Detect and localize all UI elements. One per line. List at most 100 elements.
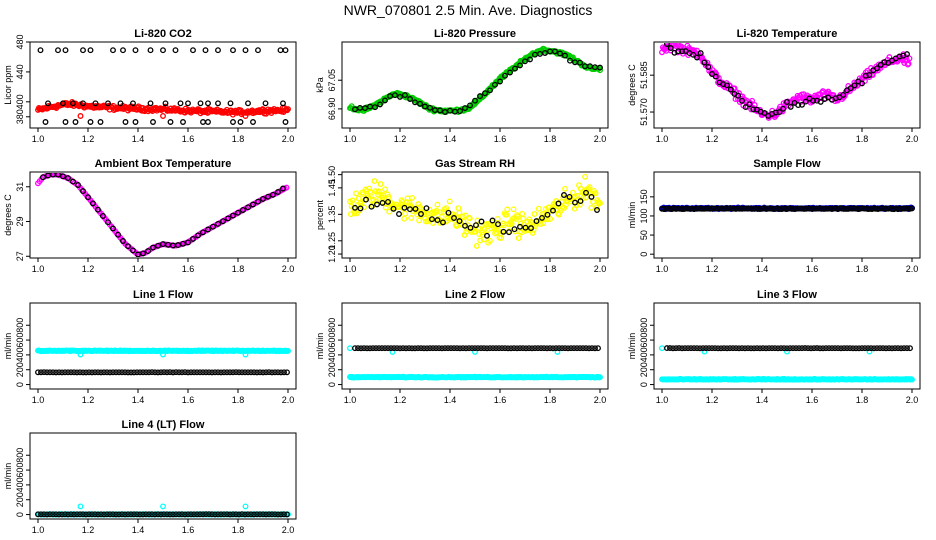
data-point [840,91,847,98]
data-point [586,345,592,352]
data-point [269,369,275,376]
x-tick-label: 1.6 [182,134,195,144]
data-point [901,345,907,352]
data-point [115,231,121,238]
data-point [382,204,389,211]
data-point [47,511,53,518]
y-axis-label: ml/min [627,202,637,229]
data-point [484,232,490,239]
points-sample [659,204,915,213]
data-point [248,369,254,376]
data-point [190,235,196,242]
x-tick-label: 1.6 [806,264,819,274]
y-tick-label: 440 [15,64,25,79]
x-tick-label: 2.0 [594,264,607,274]
x-tick-label: 2.0 [906,264,919,274]
y-tick-label: 51.570 [639,98,649,126]
data-point [197,511,203,518]
data-point [42,119,49,125]
data-point [180,240,186,247]
panel-line1: Line 1 Flow 1.0 1.2 1.4 1.6 1.8 2.0 0 2004006008… [3,289,297,405]
data-point [47,369,53,376]
data-point [520,345,526,352]
data-point [251,511,257,518]
data-point [197,369,203,376]
data-point [829,345,835,352]
data-point [257,511,263,518]
data-point [754,345,760,352]
data-point [853,345,859,352]
data-point [250,201,256,208]
data-point [493,345,499,352]
data-point [185,369,191,376]
x-tick-label: 1.4 [444,395,457,405]
data-point [113,369,119,376]
series-black [664,43,910,119]
data-point [851,82,858,89]
data-point [775,345,781,352]
data-point [766,345,772,352]
y-tick-label: 800 [639,318,649,333]
x-tick-label: 2.0 [906,395,919,405]
data-point [531,211,538,217]
data-point [35,511,41,518]
plot-frame [341,171,609,259]
data-point [422,103,428,110]
data-point [130,247,136,254]
x-tick-label: 1.2 [394,134,407,144]
data-point [38,369,44,376]
data-point [535,205,542,212]
data-point [838,345,844,352]
data-point [664,345,670,352]
data-point [735,92,742,99]
data-point [484,345,490,352]
x-tick-label: 1.4 [756,264,769,274]
data-point [746,101,753,108]
data-point [781,345,787,352]
data-point [242,369,248,376]
data-point [517,345,523,352]
panel-line4: Line 4 (LT) Flow 1.0 1.2 1.4 1.6 1.8 2.0 0 20040… [3,419,297,535]
data-point [122,369,128,376]
y-tick-label: 200 [15,492,25,507]
data-point [367,345,373,352]
data-point [130,100,136,107]
data-point [761,110,768,116]
data-point [544,345,550,352]
data-point [209,511,215,518]
data-point [477,237,484,244]
data-point [850,345,856,352]
x-tick-label: 1.8 [544,395,557,405]
data-point [528,225,534,232]
data-point [841,345,847,352]
data-point [494,215,501,222]
data-point [552,48,558,55]
data-point [673,345,679,352]
data-point [434,217,441,224]
x-tick-label: 1.8 [232,134,245,144]
data-point [80,188,86,195]
x-tick-label: 1.6 [494,264,507,274]
data-point [429,216,435,223]
data-point [409,194,416,201]
data-point [397,93,403,100]
data-point [221,511,227,518]
data-point [784,345,790,352]
panel-rh: Gas Stream RH 1.0 1.2 1.4 1.6 1.8 2.0 1.201.25 1… [315,158,609,274]
data-point [355,345,361,352]
y-tick-label: 67.05 [327,69,337,92]
data-point [197,100,204,107]
data-point [780,105,787,112]
x-tick-label: 1.6 [806,134,819,144]
y-tick-label: 66.90 [327,98,337,121]
data-point [421,345,427,352]
data-point [363,196,369,203]
data-point [177,100,184,107]
data-point [577,59,583,66]
data-point [676,345,682,352]
data-point [224,369,230,376]
data-point [179,369,185,376]
data-point [83,369,89,376]
data-point [690,51,697,58]
data-point [164,511,170,518]
